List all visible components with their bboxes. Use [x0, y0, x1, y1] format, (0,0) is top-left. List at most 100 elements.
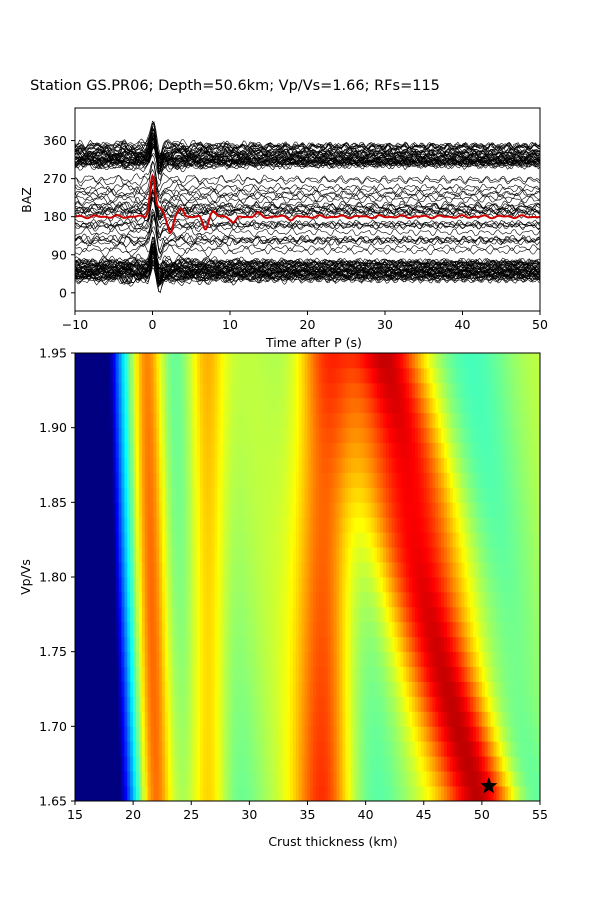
hk-cell — [290, 532, 294, 548]
hk-cell — [385, 517, 390, 533]
hk-cell — [391, 412, 396, 429]
hk-cell — [534, 786, 538, 801]
hk-cell — [243, 397, 247, 414]
hk-cell — [104, 741, 108, 757]
hk-cell — [356, 427, 361, 443]
hk-cell — [246, 547, 250, 563]
hk-cell — [176, 472, 181, 488]
rf-x-axis: −10 0 10 20 30 40 50 — [62, 311, 548, 332]
hk-cell — [310, 591, 314, 608]
hk-cell — [473, 621, 477, 638]
hk-cell — [156, 397, 160, 414]
hk-cell — [307, 472, 311, 488]
hk-cell — [356, 711, 361, 727]
hk-cell — [136, 547, 140, 563]
hk-cell — [409, 427, 413, 443]
hk-cell — [124, 382, 128, 399]
hk-cell — [234, 532, 239, 548]
hk-cell — [301, 621, 305, 638]
hk-cell — [176, 741, 181, 757]
hk-cell — [478, 636, 483, 653]
hk-cell — [243, 442, 247, 458]
hk-cell — [487, 547, 491, 563]
hk-cell — [191, 696, 195, 712]
hk-cell — [202, 442, 207, 458]
hk-cell — [528, 353, 532, 369]
hk-cell — [351, 651, 355, 667]
hk-cell — [528, 681, 532, 697]
hk-cell — [208, 547, 212, 563]
hk-cell — [95, 487, 99, 503]
hk-cell — [295, 427, 300, 443]
hk-cell — [144, 636, 149, 653]
hk-cell — [522, 517, 526, 533]
hk-cell — [417, 621, 422, 638]
hk-cell — [307, 502, 311, 518]
hk-cell — [170, 487, 175, 503]
hk-cell — [316, 367, 320, 384]
hk-cell — [476, 606, 480, 623]
hk-cell — [199, 412, 204, 429]
hk-cell — [380, 442, 384, 458]
hk-cell — [470, 771, 474, 787]
hk-cell — [182, 532, 186, 548]
hk-cell — [336, 577, 340, 593]
hk-cell — [205, 756, 210, 772]
hk-cell — [307, 487, 311, 503]
hk-cell — [220, 487, 224, 503]
hk-cell — [275, 577, 279, 593]
hk-cell — [197, 472, 201, 488]
hk-cell — [447, 621, 451, 638]
hk-cell — [182, 606, 186, 623]
hk-cell — [388, 591, 393, 608]
hk-cell — [327, 472, 332, 488]
hk-cell — [417, 457, 422, 473]
hk-cell — [441, 756, 445, 772]
hk-cell — [263, 532, 268, 548]
hk-cell — [388, 457, 393, 473]
hk-cell — [127, 726, 131, 742]
hk-cell — [95, 636, 99, 653]
hk-cell — [217, 397, 221, 414]
hk-cell — [478, 502, 483, 518]
hk-cell — [284, 696, 288, 712]
hk-cell — [95, 457, 99, 473]
hk-cell — [484, 427, 489, 443]
hk-cell — [182, 562, 186, 578]
hk-cell — [304, 517, 308, 533]
hk-cell — [374, 771, 378, 787]
hk-cell — [92, 786, 96, 801]
hk-cell — [345, 726, 349, 742]
hk-cell — [173, 382, 178, 399]
hk-cell — [377, 756, 381, 772]
hk-cell — [272, 786, 276, 801]
hk-cell — [133, 711, 137, 727]
hk-cell — [478, 517, 483, 533]
hk-cell — [388, 442, 393, 458]
hk-cell — [383, 502, 387, 518]
hk-cell — [127, 636, 131, 653]
hk-cell — [391, 532, 396, 548]
hk-cell — [199, 472, 204, 488]
hk-cell — [467, 726, 471, 742]
hk-cell — [487, 651, 491, 667]
hk-cell — [490, 562, 494, 578]
hk-cell — [354, 756, 358, 772]
hk-cell — [336, 756, 340, 772]
hk-cell — [473, 412, 477, 429]
hk-cell — [83, 427, 88, 443]
hk-cell — [156, 696, 160, 712]
hk-cell — [249, 591, 253, 608]
hk-cell — [490, 487, 494, 503]
hk-cell — [394, 502, 398, 518]
hk-cell — [217, 353, 221, 369]
hk-cell — [534, 636, 538, 653]
hk-cell — [531, 621, 535, 638]
hk-cell — [452, 741, 457, 757]
hk-cell — [444, 577, 448, 593]
hk-cell — [95, 547, 99, 563]
hk-cell — [77, 696, 82, 712]
hk-cell — [435, 681, 439, 697]
hk-cell — [403, 442, 407, 458]
hk-cell — [234, 442, 239, 458]
